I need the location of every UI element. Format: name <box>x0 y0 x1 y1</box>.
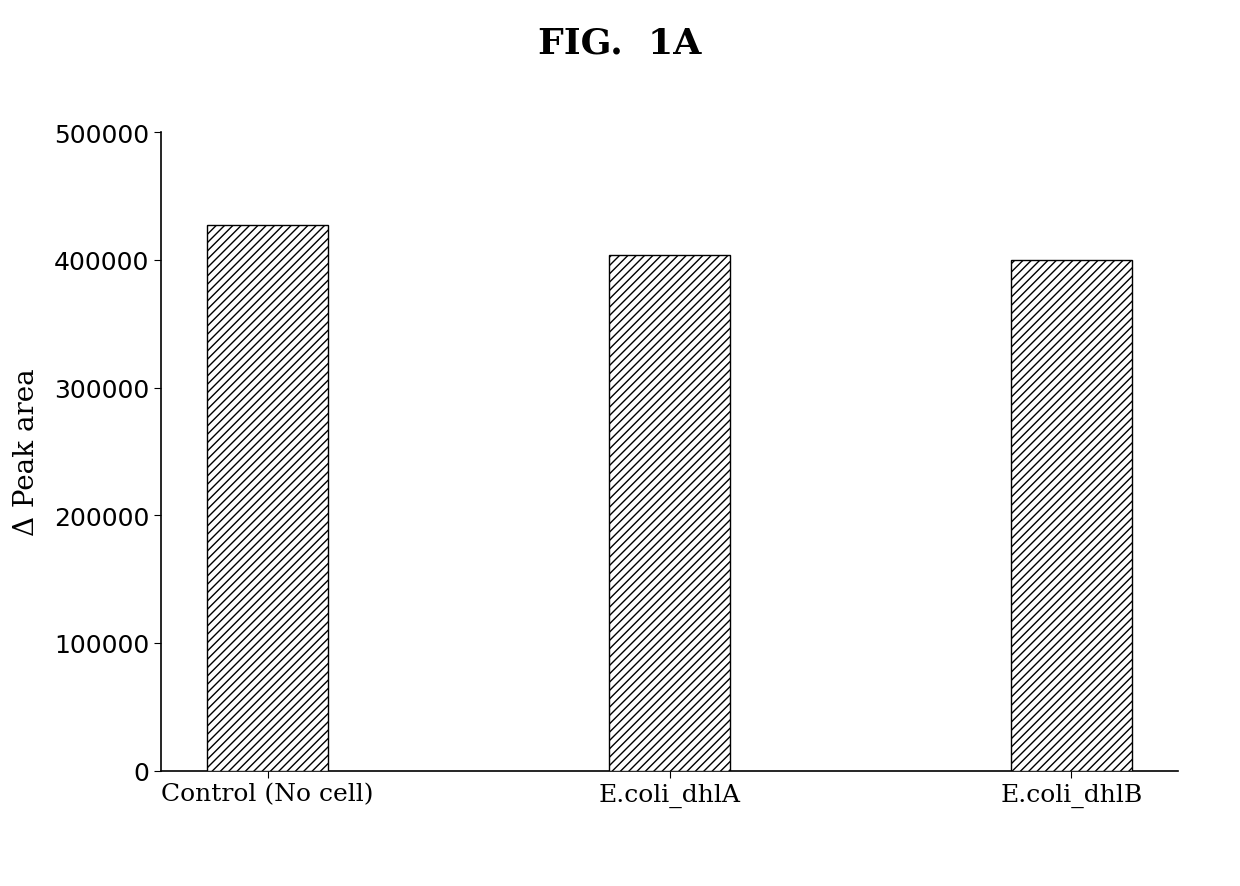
Y-axis label: Δ Peak area: Δ Peak area <box>14 369 40 535</box>
Bar <box>1011 260 1132 771</box>
Text: FIG.  1A: FIG. 1A <box>538 27 702 60</box>
Bar <box>207 226 329 771</box>
Bar <box>609 255 730 771</box>
